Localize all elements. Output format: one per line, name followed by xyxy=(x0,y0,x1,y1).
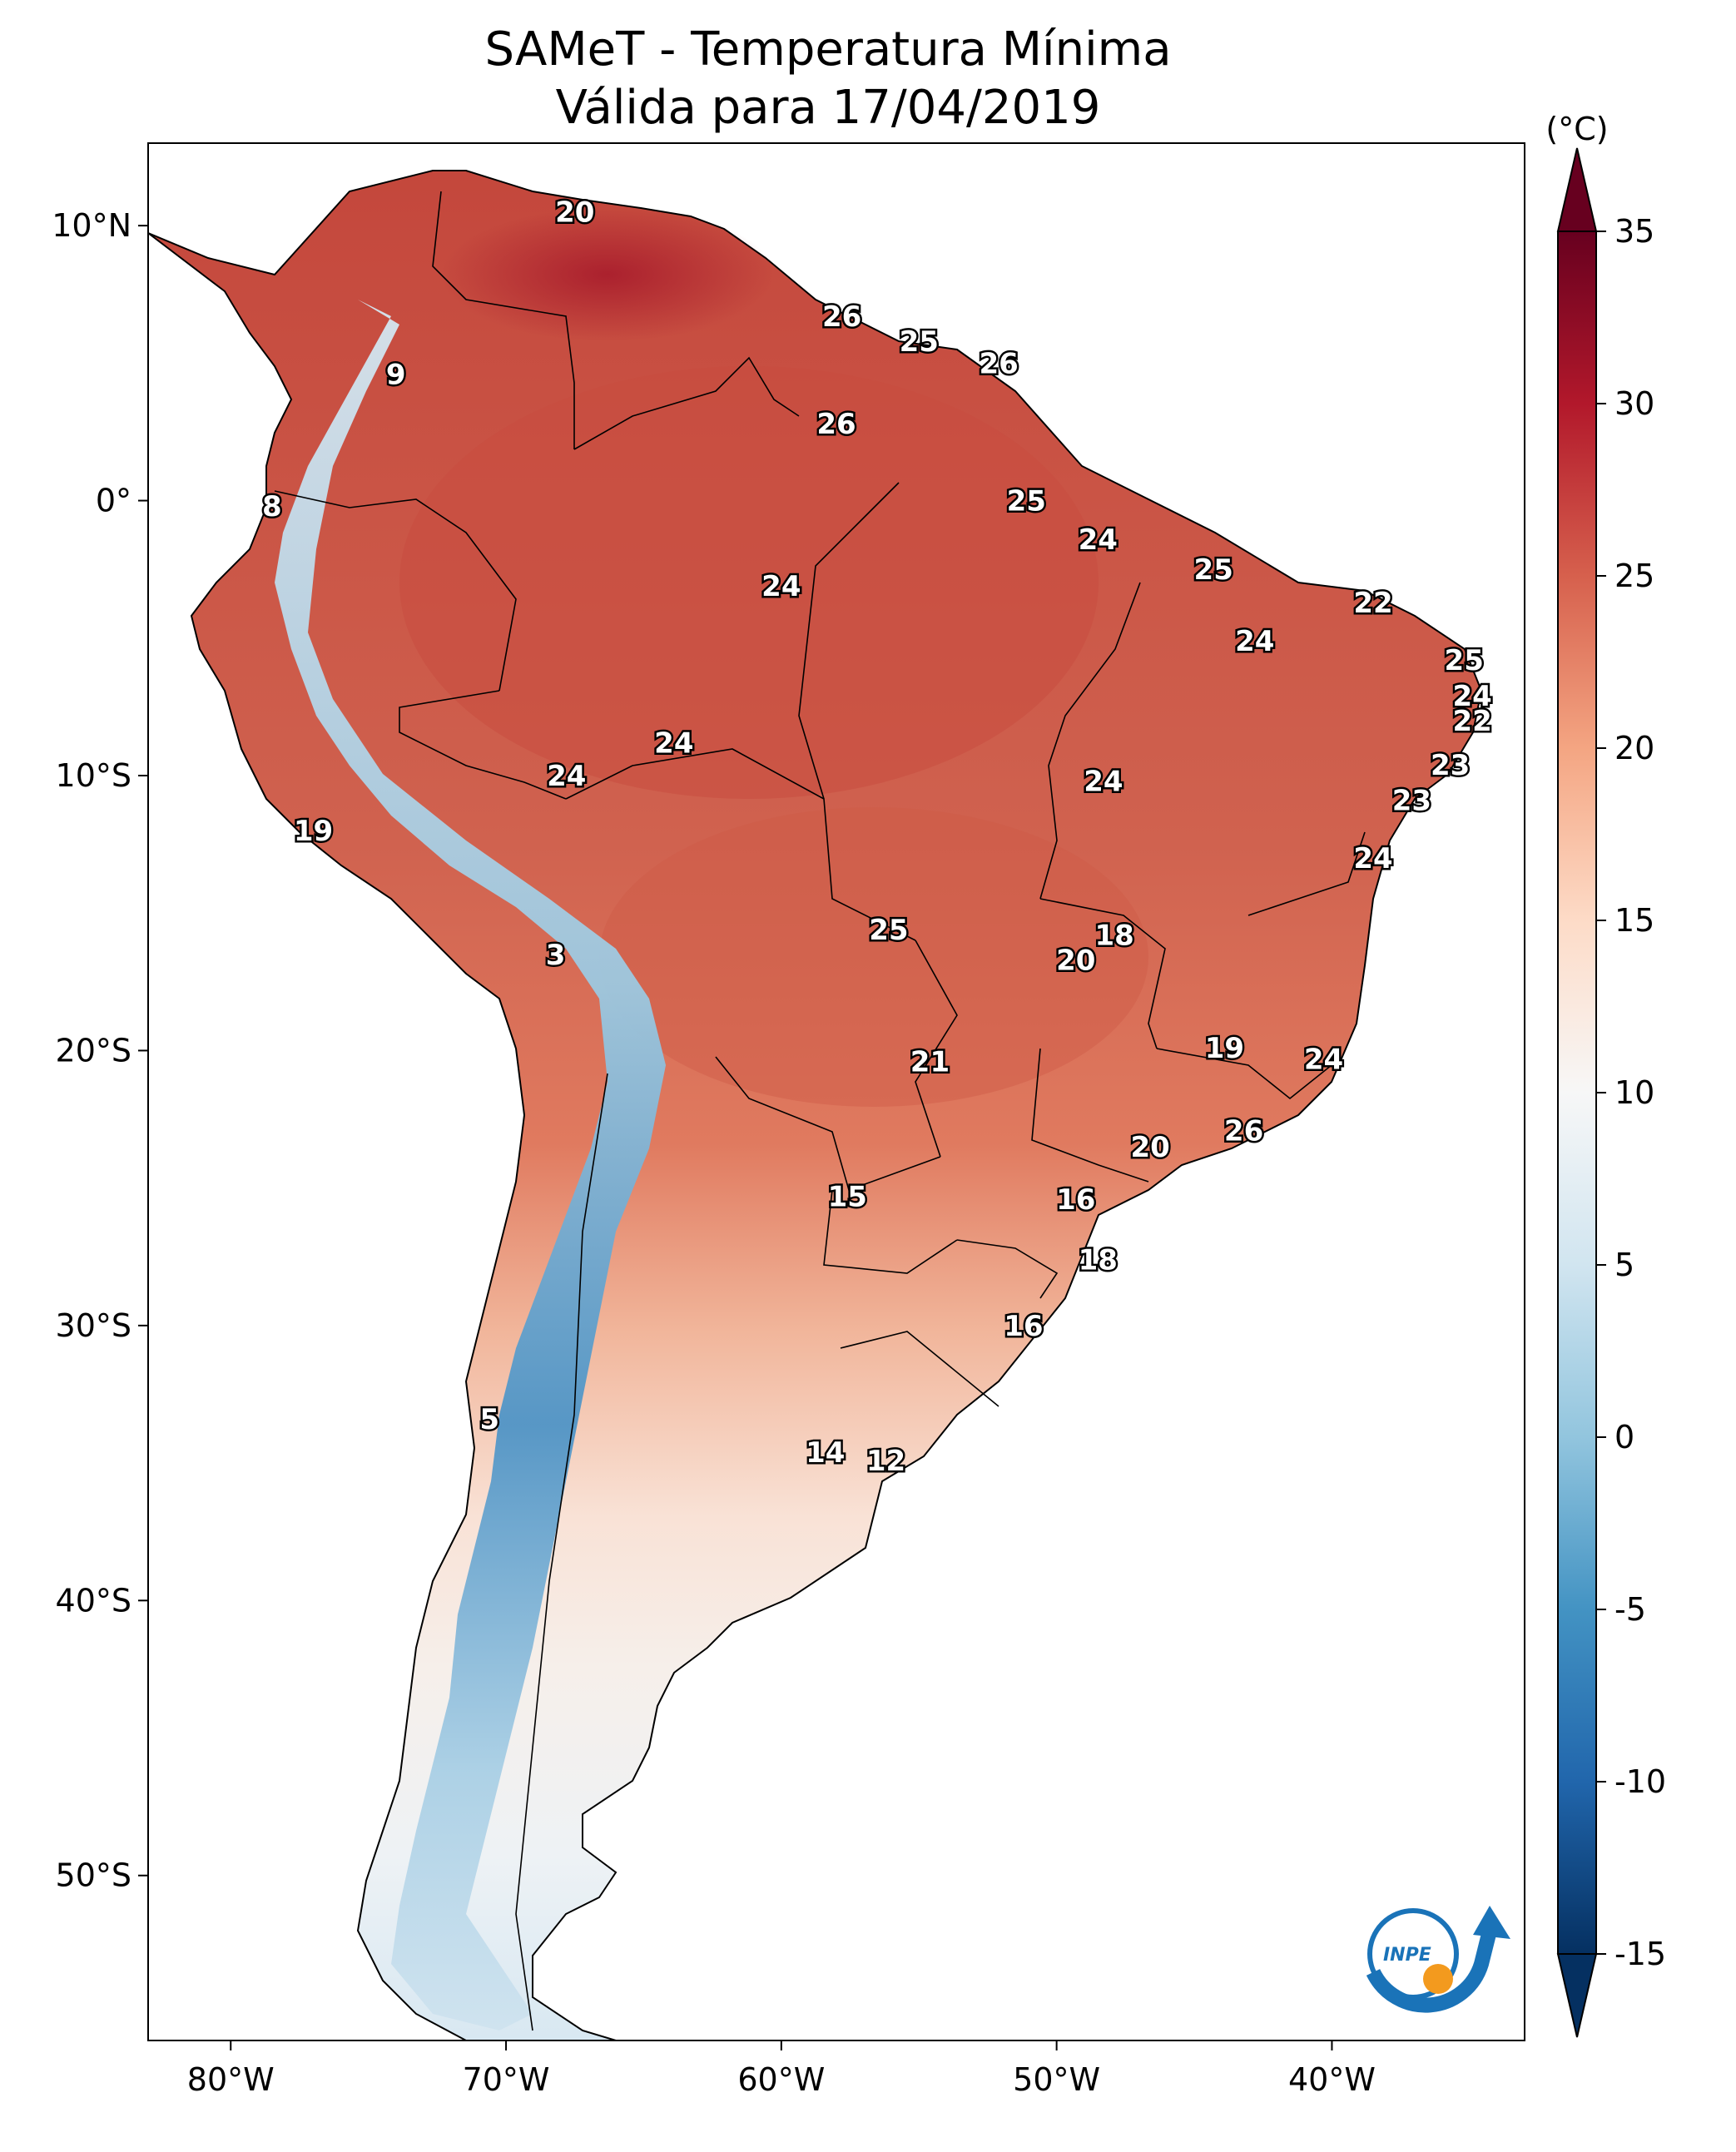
station-value-label: 25 xyxy=(1007,485,1046,518)
y-tick-label: 10°S xyxy=(56,757,131,794)
station-value-label: 24 xyxy=(1235,625,1274,658)
andes-cold-band xyxy=(275,300,666,2031)
station-value-label: 3 xyxy=(546,939,566,972)
station-value-label: 20 xyxy=(555,196,594,230)
colorbar-tick-label: 10 xyxy=(1614,1074,1654,1111)
station-value-label: 25 xyxy=(900,325,939,359)
y-tick-label: 10°N xyxy=(52,207,131,244)
colorbar-tick-label: 20 xyxy=(1614,730,1654,766)
colorbar-body xyxy=(1557,231,1597,1955)
map-area xyxy=(148,143,1525,2040)
station-value-label: 26 xyxy=(1224,1114,1263,1148)
colorbar-tick-label: -10 xyxy=(1614,1763,1666,1800)
station-value-label: 20 xyxy=(1130,1131,1169,1164)
inpe-logo-text: INPE xyxy=(1383,1945,1431,1966)
station-value-label: 22 xyxy=(1452,705,1491,738)
station-value-label: 24 xyxy=(1304,1043,1343,1076)
station-value-label: 18 xyxy=(1079,1244,1118,1277)
x-tick-label: 80°W xyxy=(187,2061,275,2098)
x-tick-label: 40°W xyxy=(1288,2061,1376,2098)
station-value-label: 26 xyxy=(822,300,861,334)
colorbar-tick-label: -15 xyxy=(1614,1936,1666,1972)
y-tick-label: 20°S xyxy=(56,1032,131,1069)
colorbar-tick-label: 35 xyxy=(1614,213,1654,250)
station-value-label: 14 xyxy=(806,1436,845,1470)
y-tick-label: 40°S xyxy=(56,1582,131,1619)
map-title-line-1: SAMeT - Temperatura Mínima xyxy=(484,22,1171,77)
map-frame xyxy=(147,142,1525,2041)
colorbar-tick-label: 25 xyxy=(1614,558,1654,594)
station-value-label: 25 xyxy=(869,914,908,947)
station-value-label: 16 xyxy=(1004,1310,1043,1343)
y-tick-label: 0° xyxy=(96,483,131,519)
colorbar-tick-label: 30 xyxy=(1614,385,1654,422)
station-value-label: 5 xyxy=(479,1403,499,1436)
station-value-label: 12 xyxy=(866,1445,905,1478)
station-value-label: 23 xyxy=(1392,785,1431,818)
x-tick-label: 70°W xyxy=(463,2061,550,2098)
map-title-line-2: Válida para 17/04/2019 xyxy=(556,81,1101,135)
warm-region-central-brazil xyxy=(599,807,1148,1107)
station-value-label: 24 xyxy=(1353,842,1392,875)
station-value-label: 24 xyxy=(761,570,801,603)
station-value-label: 24 xyxy=(654,726,693,760)
y-tick-label: 30°S xyxy=(56,1307,131,1344)
station-value-label: 25 xyxy=(1445,644,1484,677)
colorbar-tick-label: 15 xyxy=(1614,902,1654,939)
y-axis: 10°N 0° 10°S 20°S 30°S 40°S 50°S xyxy=(52,207,148,1894)
station-value-label: 24 xyxy=(1452,680,1491,713)
station-value-label: 24 xyxy=(1079,523,1118,557)
station-value-label: 21 xyxy=(910,1046,950,1079)
station-value-label: 18 xyxy=(1094,920,1133,953)
colorbar: (°C) 35 30 25 20 15 10 5 0 -5 -10 -15 xyxy=(1545,111,1666,2038)
colorbar-bottom-extension xyxy=(1556,1953,1598,2038)
country-borders xyxy=(274,191,1366,2031)
station-value-label: 22 xyxy=(1353,587,1392,620)
station-value-label: 19 xyxy=(1205,1032,1244,1065)
colorbar-tick-label: -5 xyxy=(1614,1591,1646,1628)
warm-region-amazon xyxy=(399,366,1099,799)
inpe-logo: INPE xyxy=(1366,1906,1510,2013)
station-value-label: 24 xyxy=(547,760,586,793)
colorbar-tick-label: 5 xyxy=(1614,1247,1634,1283)
station-value-label: 26 xyxy=(816,408,856,441)
station-value-label: 19 xyxy=(294,815,333,848)
hot-region-venezuela xyxy=(441,208,774,341)
station-value-label: 26 xyxy=(980,347,1019,380)
station-value-label: 25 xyxy=(1194,553,1233,587)
colorbar-unit-label: (°C) xyxy=(1545,111,1608,147)
x-tick-label: 60°W xyxy=(737,2061,825,2098)
colorbar-top-extension xyxy=(1556,147,1598,232)
station-value-label: 15 xyxy=(828,1181,867,1214)
y-tick-label: 50°S xyxy=(56,1857,131,1894)
station-value-label: 9 xyxy=(386,359,406,392)
station-value-label: 24 xyxy=(1084,766,1123,799)
x-axis: 80°W 70°W 60°W 50°W 40°W xyxy=(187,2040,1376,2098)
colorbar-tick-label: 0 xyxy=(1614,1419,1634,1455)
station-value-label: 16 xyxy=(1056,1183,1095,1217)
station-value-label: 20 xyxy=(1056,944,1095,977)
x-tick-label: 50°W xyxy=(1013,2061,1100,2098)
station-value-label: 8 xyxy=(262,490,282,523)
station-value-label: 23 xyxy=(1431,749,1470,782)
